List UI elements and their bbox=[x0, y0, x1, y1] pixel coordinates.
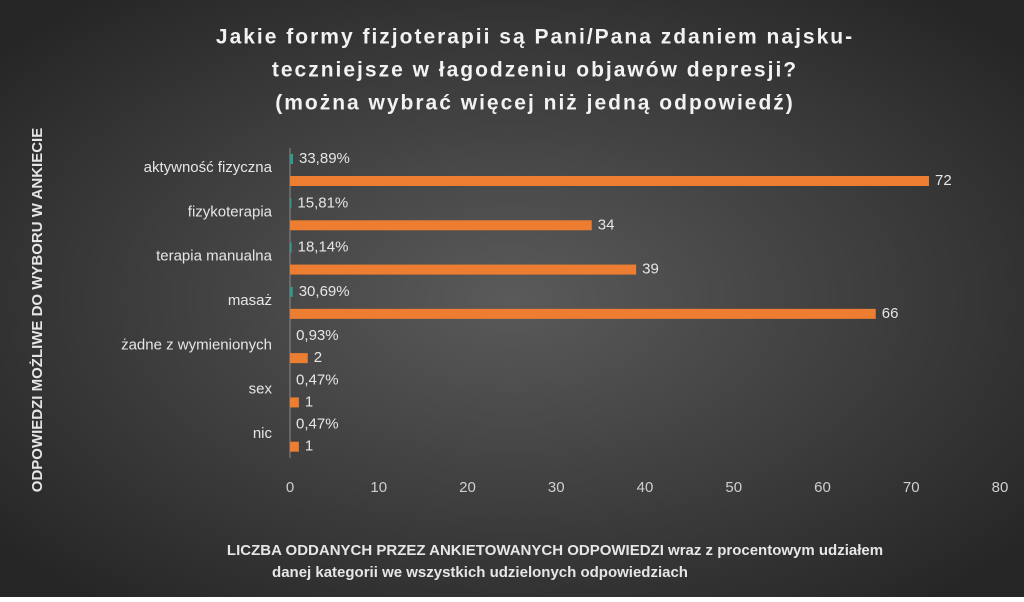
bar bbox=[290, 265, 636, 275]
bar bbox=[290, 353, 308, 363]
bar bbox=[290, 243, 292, 253]
y-tick-label: żadne z wymienionych bbox=[121, 336, 272, 353]
y-tick-label: aktywność fizyczna bbox=[144, 159, 273, 176]
x-tick-label: 70 bbox=[903, 479, 920, 496]
x-axis-label: LICZBA ODDANYCH PRZEZ ANKIETOWANYCH ODPO… bbox=[227, 542, 883, 559]
value-label: 66 bbox=[882, 305, 899, 322]
value-label: 1 bbox=[305, 393, 313, 410]
y-axis-label: ODPOWIEDZI MOŻLIWE DO WYBORU W ANKIECIE bbox=[29, 128, 46, 492]
bar bbox=[290, 154, 293, 164]
x-tick-label: 0 bbox=[286, 479, 294, 496]
value-label: 18,14% bbox=[298, 239, 349, 256]
value-label: 39 bbox=[642, 261, 659, 278]
value-label: 0,47% bbox=[296, 371, 339, 388]
x-tick-label: 20 bbox=[459, 479, 476, 496]
value-label: 34 bbox=[598, 216, 615, 233]
chart-title: (można wybrać więcej niż jedną odpowiedź… bbox=[275, 92, 795, 115]
value-label: 2 bbox=[314, 349, 322, 366]
x-tick-label: 30 bbox=[548, 479, 565, 496]
value-label: 0,93% bbox=[296, 327, 339, 344]
bar bbox=[290, 220, 592, 230]
x-tick-label: 40 bbox=[637, 479, 654, 496]
value-label: 15,81% bbox=[297, 194, 348, 211]
value-label: 33,89% bbox=[299, 150, 350, 167]
bar bbox=[290, 309, 876, 319]
bar bbox=[290, 397, 299, 407]
value-label: 72 bbox=[935, 172, 952, 189]
y-tick-label: fizykoterapia bbox=[188, 203, 273, 220]
bar bbox=[290, 176, 929, 186]
x-tick-label: 50 bbox=[725, 479, 742, 496]
bar bbox=[290, 198, 291, 208]
bar bbox=[290, 442, 299, 452]
y-tick-label: terapia manualna bbox=[156, 248, 273, 265]
chart-title: Jakie formy fizjoterapii są Pani/Pana zd… bbox=[216, 26, 854, 49]
y-tick-label: masaż bbox=[228, 292, 272, 309]
y-tick-label: sex bbox=[249, 381, 273, 398]
value-label: 30,69% bbox=[299, 283, 350, 300]
y-tick-label: nic bbox=[253, 425, 273, 442]
x-tick-label: 80 bbox=[992, 479, 1009, 496]
x-tick-label: 60 bbox=[814, 479, 831, 496]
x-tick-label: 10 bbox=[370, 479, 387, 496]
x-axis-label: danej kategorii we wszystkich udzielonyc… bbox=[272, 564, 688, 581]
bar bbox=[290, 287, 293, 297]
value-label: 0,47% bbox=[296, 416, 339, 433]
value-label: 1 bbox=[305, 438, 313, 455]
chart-title: teczniejsze w łagodzeniu objawów depresj… bbox=[272, 59, 798, 82]
